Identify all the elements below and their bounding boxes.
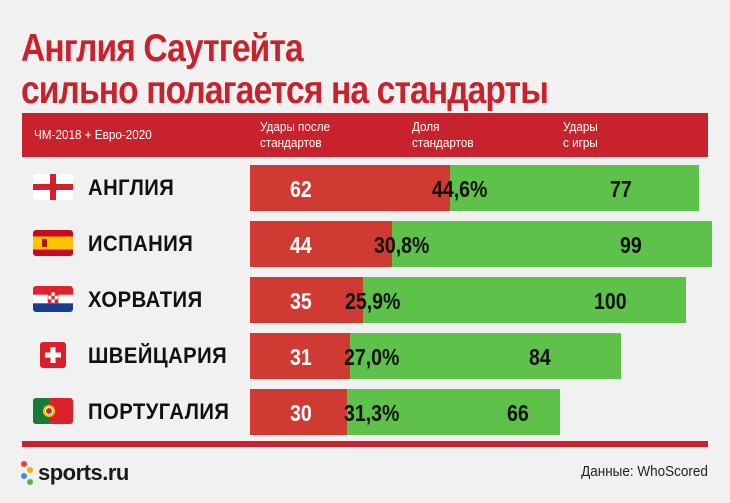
country-row: ПОРТУГАЛИЯ 30 31,3% 66 (22, 389, 708, 435)
switzerland-flag-icon (33, 342, 73, 368)
set-piece-share-header: Доля стандартов (412, 119, 474, 150)
country-row: ИСПАНИЯ 44 30,8% 99 (22, 221, 712, 267)
sports-ru-logo: sports.ru (21, 458, 129, 488)
croatia-flag-icon (33, 286, 73, 312)
open-play-shots-bar (363, 277, 687, 323)
set-piece-shots-bar (250, 277, 364, 323)
set-piece-shots-header: Удары после стандартов (260, 119, 331, 150)
set-piece-shots-bar (250, 333, 351, 379)
country-label: АНГЛИЯ (88, 175, 175, 200)
set-piece-share-label: 30,8% (374, 232, 430, 258)
open-play-shots-label: 100 (594, 288, 627, 314)
country-row: ШВЕЙЦАРИЯ 31 27,0% 84 (22, 333, 708, 379)
set-piece-shots-bar (250, 221, 393, 267)
open-play-shots-label: 66 (506, 400, 529, 426)
england-flag-icon (33, 174, 73, 200)
country-label: ИСПАНИЯ (88, 231, 194, 256)
portugal-flag-icon (33, 398, 73, 424)
set-piece-shots-label: 35 (290, 288, 312, 314)
set-piece-shots-label: 30 (290, 400, 312, 426)
open-play-shots-header: Удары с игры (563, 119, 598, 150)
stacked-bar: 35 25,9% 100 (250, 277, 687, 323)
tournaments-caption: ЧМ-2018 + Евро-2020 (34, 127, 152, 142)
stacked-bar: 30 31,3% 66 (250, 389, 561, 435)
country-label: ХОРВАТИЯ (88, 287, 203, 312)
stacked-bar: 44 30,8% 99 (250, 221, 712, 267)
footer-divider (22, 441, 708, 447)
open-play-shots-bar (346, 389, 561, 435)
set-piece-shots-label: 44 (290, 232, 312, 258)
stacked-bar: 62 44,6% 77 (250, 165, 699, 211)
open-play-shots-bar (350, 333, 622, 379)
open-play-shots-label: 84 (529, 344, 552, 370)
set-piece-share-label: 27,0% (344, 344, 400, 370)
logo-text: sports.ru (38, 460, 129, 485)
set-piece-share-label: 31,3% (344, 400, 400, 426)
open-play-shots-bar (392, 221, 712, 267)
set-piece-share-label: 25,9% (345, 288, 401, 314)
country-label: ПОРТУГАЛИЯ (88, 399, 230, 424)
set-piece-share-label: 44,6% (432, 176, 488, 202)
set-piece-shots-label: 31 (290, 344, 312, 370)
country-row: ХОРВАТИЯ 35 25,9% 100 (22, 277, 708, 323)
chart-title: Англия Саутгейта сильно полагается на ст… (21, 27, 549, 112)
country-label: ШВЕЙЦАРИЯ (88, 343, 228, 368)
open-play-shots-label: 77 (610, 176, 633, 202)
country-row: АНГЛИЯ 62 44,6% 77 (22, 165, 708, 211)
column-header-bar: ЧМ-2018 + Евро-2020 Удары после стандарт… (22, 113, 708, 157)
spain-flag-icon (33, 230, 73, 256)
set-piece-shots-bar (250, 165, 451, 211)
open-play-shots-bar (450, 165, 699, 211)
data-source: Данные: WhoScored (581, 463, 708, 480)
set-piece-shots-label: 62 (290, 176, 312, 202)
open-play-shots-label: 99 (619, 232, 642, 258)
set-piece-shots-bar (250, 389, 347, 435)
logo-dots-icon (21, 461, 33, 485)
stacked-bar: 31 27,0% 84 (250, 333, 622, 379)
